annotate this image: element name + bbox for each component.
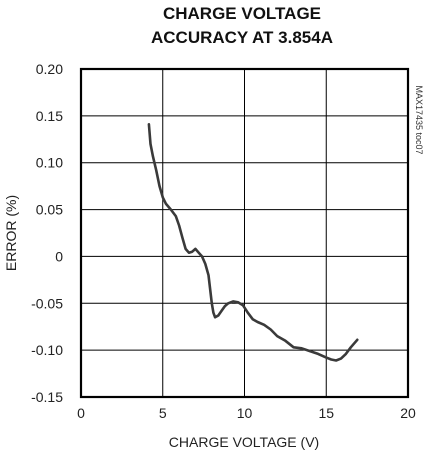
x-tick-label: 10 — [237, 405, 253, 421]
x-tick-label: 5 — [159, 405, 167, 421]
y-tick-label: 0.10 — [36, 155, 63, 171]
x-tick-label: 15 — [318, 405, 334, 421]
x-tick-label: 0 — [77, 405, 85, 421]
y-tick-label: -0.05 — [31, 295, 63, 311]
plot-frame — [79, 67, 410, 399]
grid — [80, 68, 409, 398]
chart-title-line-1: CHARGE VOLTAGE — [163, 4, 321, 23]
y-axis-label: ERROR (%) — [3, 195, 19, 271]
y-tick-label: -0.10 — [31, 342, 63, 358]
chart-title-line-2: ACCURACY AT 3.854A — [151, 28, 333, 47]
y-tick-label: -0.15 — [31, 389, 63, 405]
y-tick-label: 0.05 — [36, 202, 63, 218]
x-tick-label: 20 — [400, 405, 416, 421]
x-axis-label: CHARGE VOLTAGE (V) — [169, 434, 319, 450]
y-tick-label: 0.20 — [36, 61, 63, 77]
tick-labels: 0 5 10 15 20 0.20 0.15 0.10 0.05 0 -0.05 -0.10 -0.15 — [31, 61, 416, 421]
y-tick-label: 0 — [55, 248, 63, 264]
y-tick-label: 0.15 — [36, 108, 63, 124]
series-line — [147, 123, 359, 362]
figure-code-label: MAX17435 toc07 — [414, 85, 424, 154]
